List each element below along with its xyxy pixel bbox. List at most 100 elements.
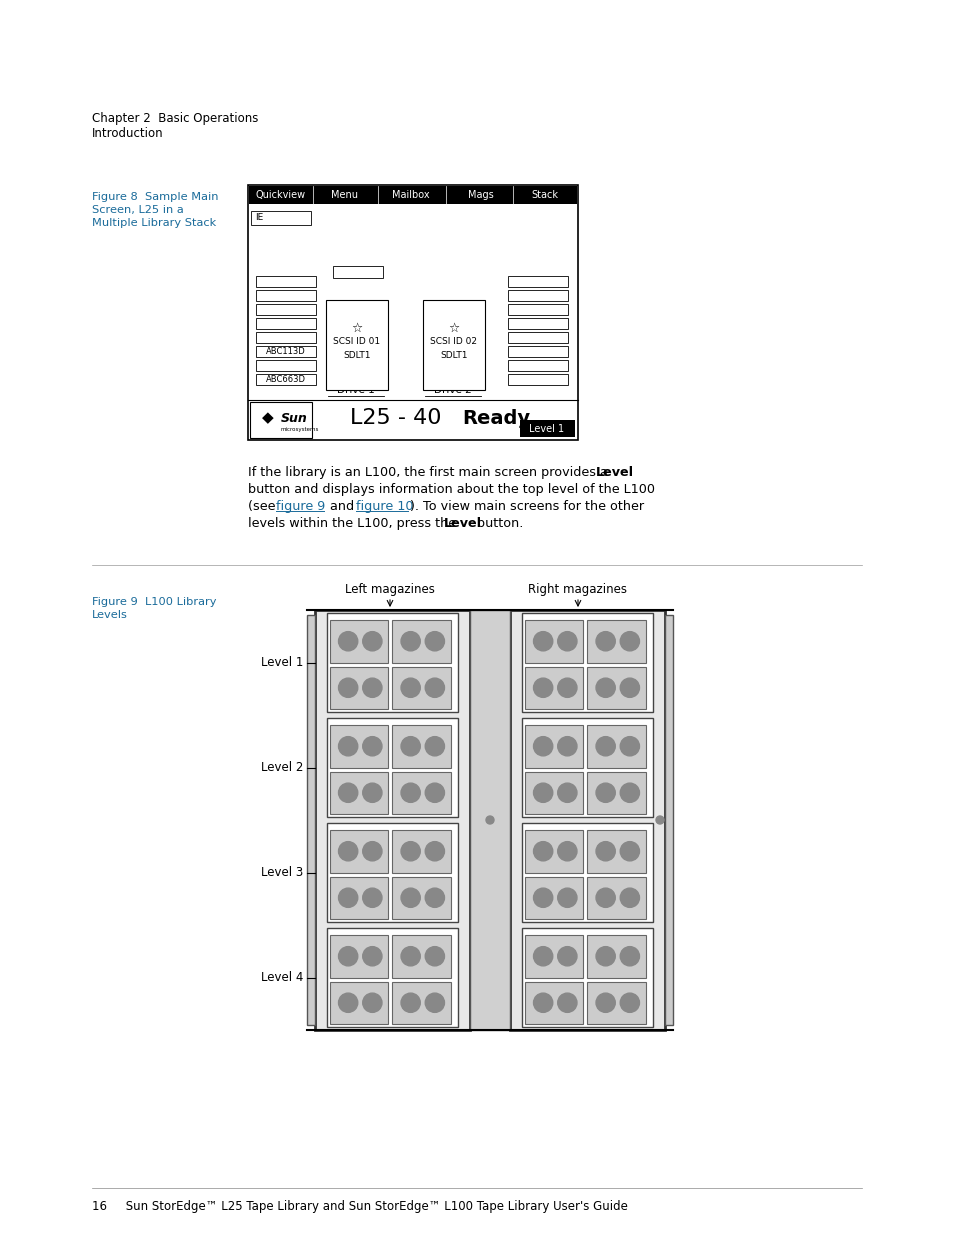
Bar [327, 927, 457, 1028]
Circle shape [558, 783, 577, 803]
Bar [251, 211, 311, 225]
Bar [392, 725, 451, 767]
Bar [507, 359, 567, 370]
Circle shape [400, 888, 420, 908]
Bar [255, 332, 315, 343]
Text: Drive 1: Drive 1 [336, 385, 375, 395]
Bar [587, 667, 645, 709]
Bar [255, 346, 315, 357]
Circle shape [619, 678, 639, 698]
Bar [587, 830, 645, 872]
Bar [392, 830, 451, 872]
Bar [524, 935, 583, 977]
Circle shape [400, 631, 420, 651]
Bar [524, 620, 583, 662]
Bar [507, 332, 567, 343]
Circle shape [619, 888, 639, 908]
Circle shape [338, 736, 357, 756]
Text: Introduction: Introduction [91, 127, 164, 140]
Circle shape [362, 993, 381, 1013]
Bar [255, 304, 315, 315]
Bar [333, 266, 382, 278]
Text: SDLT1: SDLT1 [439, 351, 467, 359]
Text: figure 9: figure 9 [275, 500, 325, 513]
Text: microsystems: microsystems [281, 426, 319, 431]
Bar [307, 615, 314, 1025]
Circle shape [425, 888, 444, 908]
Bar [330, 830, 388, 872]
Bar [587, 725, 645, 767]
Circle shape [338, 678, 357, 698]
Text: ☆: ☆ [448, 321, 459, 335]
Circle shape [533, 631, 552, 651]
Bar [524, 772, 583, 814]
Text: 16     Sun StorEdge™ L25 Tape Library and Sun StorEdge™ L100 Tape Library User's: 16 Sun StorEdge™ L25 Tape Library and Su… [91, 1200, 627, 1213]
Circle shape [400, 736, 420, 756]
Circle shape [400, 841, 420, 861]
Bar [587, 620, 645, 662]
Text: Stack: Stack [531, 190, 558, 200]
Bar [521, 613, 652, 713]
Bar [392, 877, 451, 919]
Circle shape [619, 993, 639, 1013]
Text: L25 - 40: L25 - 40 [350, 408, 441, 429]
Circle shape [362, 783, 381, 803]
Text: button.: button. [473, 517, 523, 530]
Bar [314, 610, 470, 1030]
Bar [524, 830, 583, 872]
Text: IE: IE [254, 212, 263, 221]
Text: levels within the L100, press the: levels within the L100, press the [248, 517, 459, 530]
Text: SCSI ID 01: SCSI ID 01 [334, 337, 380, 347]
Text: SCSI ID 02: SCSI ID 02 [430, 337, 477, 347]
Text: Mags: Mags [468, 190, 494, 200]
Bar [521, 823, 652, 923]
Circle shape [656, 816, 663, 824]
Text: Levels: Levels [91, 610, 128, 620]
Bar [521, 927, 652, 1028]
Circle shape [338, 783, 357, 803]
Circle shape [533, 993, 552, 1013]
Bar [524, 725, 583, 767]
Circle shape [596, 841, 615, 861]
Circle shape [619, 841, 639, 861]
Circle shape [485, 816, 494, 824]
Bar [392, 982, 451, 1024]
Circle shape [400, 783, 420, 803]
Bar [470, 610, 510, 1030]
Text: Level 2: Level 2 [260, 761, 303, 774]
Circle shape [425, 631, 444, 651]
Circle shape [619, 946, 639, 966]
Circle shape [558, 841, 577, 861]
Circle shape [533, 678, 552, 698]
Bar [255, 275, 315, 287]
Circle shape [533, 736, 552, 756]
Circle shape [362, 631, 381, 651]
Circle shape [533, 841, 552, 861]
Bar [330, 620, 388, 662]
Bar [507, 317, 567, 329]
Circle shape [425, 946, 444, 966]
Bar [330, 725, 388, 767]
Circle shape [338, 631, 357, 651]
Text: Figure 9  L100 Library: Figure 9 L100 Library [91, 597, 216, 606]
Text: ). To view main screens for the other: ). To view main screens for the other [410, 500, 643, 513]
Text: Menu: Menu [331, 190, 358, 200]
Bar [255, 374, 315, 385]
Bar [524, 877, 583, 919]
Bar [587, 982, 645, 1024]
Text: ABC663D: ABC663D [266, 375, 306, 384]
Text: Sun: Sun [281, 411, 308, 425]
Circle shape [596, 888, 615, 908]
Circle shape [425, 993, 444, 1013]
Bar [255, 290, 315, 301]
Circle shape [362, 841, 381, 861]
Bar [664, 615, 672, 1025]
Bar [392, 772, 451, 814]
Text: button and displays information about the top level of the L100: button and displays information about th… [248, 483, 655, 496]
Bar [507, 290, 567, 301]
Circle shape [596, 783, 615, 803]
Circle shape [425, 783, 444, 803]
Text: Level 1: Level 1 [529, 424, 564, 433]
Bar [255, 317, 315, 329]
Text: and: and [326, 500, 357, 513]
